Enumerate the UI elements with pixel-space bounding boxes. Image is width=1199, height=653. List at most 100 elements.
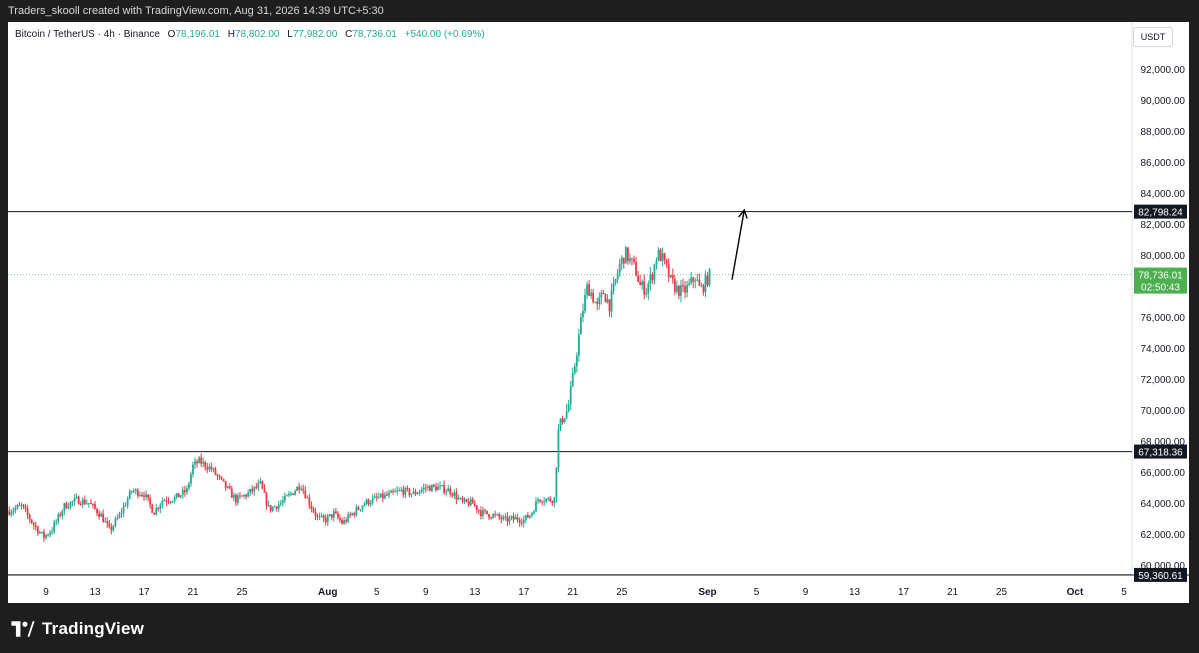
open-label: O — [167, 29, 176, 40]
candle-body — [665, 259, 668, 265]
candle-body — [531, 513, 533, 516]
candle-body — [226, 486, 229, 488]
candle-body — [228, 486, 231, 489]
candle-body — [173, 497, 176, 502]
time-tick-label: 21 — [947, 587, 959, 598]
candle-body — [45, 534, 47, 538]
candle-body — [631, 258, 633, 260]
candle-body — [271, 506, 274, 511]
candle-body — [559, 418, 562, 430]
candle-body — [482, 509, 484, 517]
price-tick-label: 74,000.00 — [1141, 344, 1186, 355]
candle-body — [210, 466, 213, 470]
price-chart[interactable]: 60,000.00 62,000.00 64,000.00 66,000.00 68,0… — [8, 22, 1189, 603]
projection-arrow-line — [731, 209, 745, 280]
candle-body — [145, 494, 147, 497]
level-price-tag — [1134, 444, 1187, 459]
candle-body — [496, 514, 499, 516]
candle-body — [635, 261, 637, 276]
candle-body — [277, 504, 280, 509]
candle-body — [514, 517, 517, 520]
candle-body — [557, 429, 560, 468]
candle-body — [22, 504, 25, 507]
candle-body — [371, 497, 374, 504]
candle-body — [296, 486, 299, 491]
candle-body — [698, 279, 701, 286]
candle-body — [545, 498, 548, 502]
candle-body — [181, 489, 184, 496]
candle-body — [500, 517, 503, 520]
candle-body — [67, 507, 70, 509]
last-price-tag — [1134, 267, 1187, 294]
currency-unit-button[interactable]: USDT — [1133, 27, 1173, 47]
candle-body — [214, 468, 217, 475]
candle-body — [206, 467, 209, 470]
candle-body — [202, 461, 205, 464]
high-value: 78,802.00 — [234, 29, 280, 40]
candle-body — [567, 404, 570, 412]
projection-arrow-head — [738, 208, 748, 219]
time-tick-label: 9 — [43, 587, 49, 598]
candle-body — [55, 521, 58, 523]
candle-body — [682, 285, 684, 287]
candle-body — [653, 264, 656, 280]
candle-body — [36, 526, 39, 534]
candle-body — [357, 507, 360, 510]
price-tick-label: 84,000.00 — [1141, 189, 1186, 200]
candle-body — [92, 504, 94, 506]
price-tick-label: 80,000.00 — [1141, 251, 1186, 262]
candle-body — [486, 510, 488, 515]
last-price-label: 78,736.01 — [1138, 271, 1183, 282]
symbol-title: Bitcoin / TetherUS · 4h · Binance — [15, 29, 160, 40]
candle-body — [502, 516, 505, 520]
candle-body — [38, 532, 41, 534]
candle-body — [377, 497, 380, 499]
time-tick-label: Sep — [698, 587, 716, 598]
time-tick-label: Aug — [318, 587, 337, 598]
candle-body — [292, 493, 294, 495]
candle-body — [253, 486, 256, 492]
candle-body — [104, 521, 107, 523]
candle-body — [441, 485, 443, 487]
time-tick-label: 5 — [754, 587, 760, 598]
candle-body — [475, 505, 478, 511]
candle-body — [179, 495, 182, 498]
candle-body — [402, 489, 405, 495]
candle-body — [75, 496, 78, 498]
candle-body — [136, 489, 139, 496]
candle-body — [433, 484, 435, 487]
candle-body — [216, 474, 219, 476]
candle-body — [249, 489, 252, 493]
candle-body — [208, 466, 211, 470]
candle-body — [302, 488, 305, 491]
candle-body — [141, 494, 143, 496]
price-tick-label: 90,000.00 — [1141, 96, 1186, 107]
candle-body — [259, 481, 262, 484]
candle-body — [65, 503, 68, 509]
candle-body — [79, 504, 82, 506]
candle-body — [686, 284, 688, 293]
candle-body — [288, 493, 290, 496]
candle-body — [477, 510, 480, 512]
candle-body — [457, 497, 460, 500]
close-value: 78,736.01 — [352, 29, 397, 40]
candle-body — [286, 495, 288, 497]
price-tick-label: 86,000.00 — [1141, 158, 1186, 169]
candle-body — [98, 513, 100, 517]
candle-body — [424, 487, 427, 489]
candle-body — [692, 277, 695, 282]
price-tick-label: 70,000.00 — [1141, 406, 1186, 417]
time-tick-label: 17 — [898, 587, 910, 598]
candle-body — [281, 500, 284, 504]
candle-body — [353, 513, 356, 515]
candle-body — [343, 520, 345, 524]
candle-body — [328, 514, 331, 516]
level-price-label: 82,798.24 — [1138, 208, 1183, 219]
candle-body — [220, 476, 223, 479]
candle-body — [310, 505, 313, 509]
candle-body — [553, 497, 556, 504]
chart-panel[interactable]: 60,000.00 62,000.00 64,000.00 66,000.00 68,0… — [8, 22, 1189, 603]
candle-body — [57, 514, 60, 522]
candle-body — [437, 486, 439, 491]
candle-body — [633, 258, 635, 262]
